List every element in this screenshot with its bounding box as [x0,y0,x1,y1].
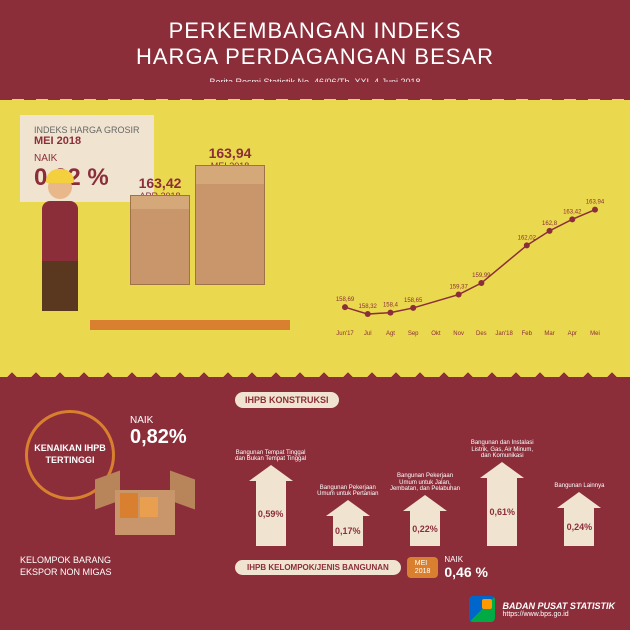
line-chart: 158,69 158,32 158,4 158,65 159,37 159,99 162,0… [330,160,610,340]
bb-trend: NAIK 0,46 % [444,555,488,580]
mei-value: 163,94 [195,145,265,161]
hardhat-icon [46,169,74,183]
badge-label: INDEKS HARGA GROSIR [34,125,140,135]
org-url: https://www.bps.go.id [503,611,616,618]
title: PERKEMBANGAN INDEKS HARGA PERDAGANGAN BE… [20,18,610,71]
apr-value: 163,42 [125,175,195,191]
svg-text:Feb: Feb [522,331,533,337]
badge-trend: NAIK [34,153,140,164]
svg-text:158,32: 158,32 [359,304,378,310]
naik-value: 0,82% [130,426,187,449]
kelompok-label: KELOMPOK BARANG EKSPOR NON MIGAS [20,555,140,578]
svg-text:Okt: Okt [431,331,441,337]
org-name: BADAN PUSAT STATISTIK [503,601,616,611]
open-box-illustration [105,475,185,535]
svg-text:Mei: Mei [590,331,600,337]
svg-text:163,94: 163,94 [586,200,605,206]
footer-text: BADAN PUSAT STATISTIK https://www.bps.go… [503,601,616,618]
badge-month: MEI 2018 [34,135,140,147]
svg-text:163,42: 163,42 [563,209,582,215]
arrow-item: Bangunan dan Instalasi Listrik, Gas, Air… [467,436,538,546]
svg-text:Jan'18: Jan'18 [495,331,513,337]
worker-body [42,201,78,261]
title-line1: PERKEMBANGAN INDEKS [169,18,462,43]
worker-illustration [30,175,90,315]
svg-text:158,65: 158,65 [404,298,423,304]
svg-text:Agt: Agt [386,331,395,337]
svg-text:158,4: 158,4 [383,303,399,309]
bottom-badge-row: IHPB KELOMPOK/JENIS BANGUNAN MEI2018 NAI… [235,555,615,580]
section-edge [0,359,630,377]
svg-text:162,02: 162,02 [518,235,537,241]
naik-indicator: NAIK 0,82% [130,415,187,449]
bb-title: IHPB KELOMPOK/JENIS BANGUNAN [235,560,401,575]
box-apr [130,195,190,285]
svg-text:159,37: 159,37 [449,285,468,291]
svg-text:158,69: 158,69 [336,297,355,303]
arrow-item: Bangunan Lainnya0,24% [544,466,615,546]
bottom-section: KENAIKAN IHPB TERTINGGI NAIK 0,82% KELOM… [0,360,630,630]
svg-text:159,99: 159,99 [472,273,491,279]
svg-text:Apr: Apr [568,331,577,337]
arrow-chart: Bangunan Tempat Tinggal dan Bukan Tempat… [235,416,615,546]
top-section: PERKEMBANGAN INDEKS HARGA PERDAGANGAN BE… [0,0,630,360]
worker-legs [42,261,78,311]
header-edge [0,82,630,100]
svg-text:Sep: Sep [408,331,419,337]
footer: BADAN PUSAT STATISTIK https://www.bps.go… [469,596,616,622]
svg-text:Jul: Jul [364,331,372,337]
infographic: PERKEMBANGAN INDEKS HARGA PERDAGANGAN BE… [0,0,630,630]
naik-label: NAIK [130,415,187,426]
svg-text:Mar: Mar [544,331,554,337]
arrow-item: Bangunan Tempat Tinggal dan Bukan Tempat… [235,439,306,546]
worker-head [48,175,72,199]
bb-value: 0,46 % [444,564,488,580]
bps-logo-icon [469,596,495,622]
arrow-item: Bangunan Pekerjaan Umum untuk Pertanian0… [312,474,383,546]
konstruksi-section: IHPB KONSTRUKSI Bangunan Tempat Tinggal … [235,390,615,546]
arrow-item: Bangunan Pekerjaan Umum untuk Jalan, Jem… [389,469,460,546]
svg-text:Jun'17: Jun'17 [336,331,354,337]
svg-text:Des: Des [476,331,487,337]
svg-text:162,8: 162,8 [542,221,558,227]
svg-text:Nov: Nov [453,331,464,337]
title-line2: HARGA PERDAGANGAN BESAR [136,44,494,69]
bb-month: MEI2018 [407,557,439,578]
box-mei [195,165,265,285]
pallet-jack [90,320,290,330]
ihpb-title: IHPB KONSTRUKSI [235,392,339,408]
